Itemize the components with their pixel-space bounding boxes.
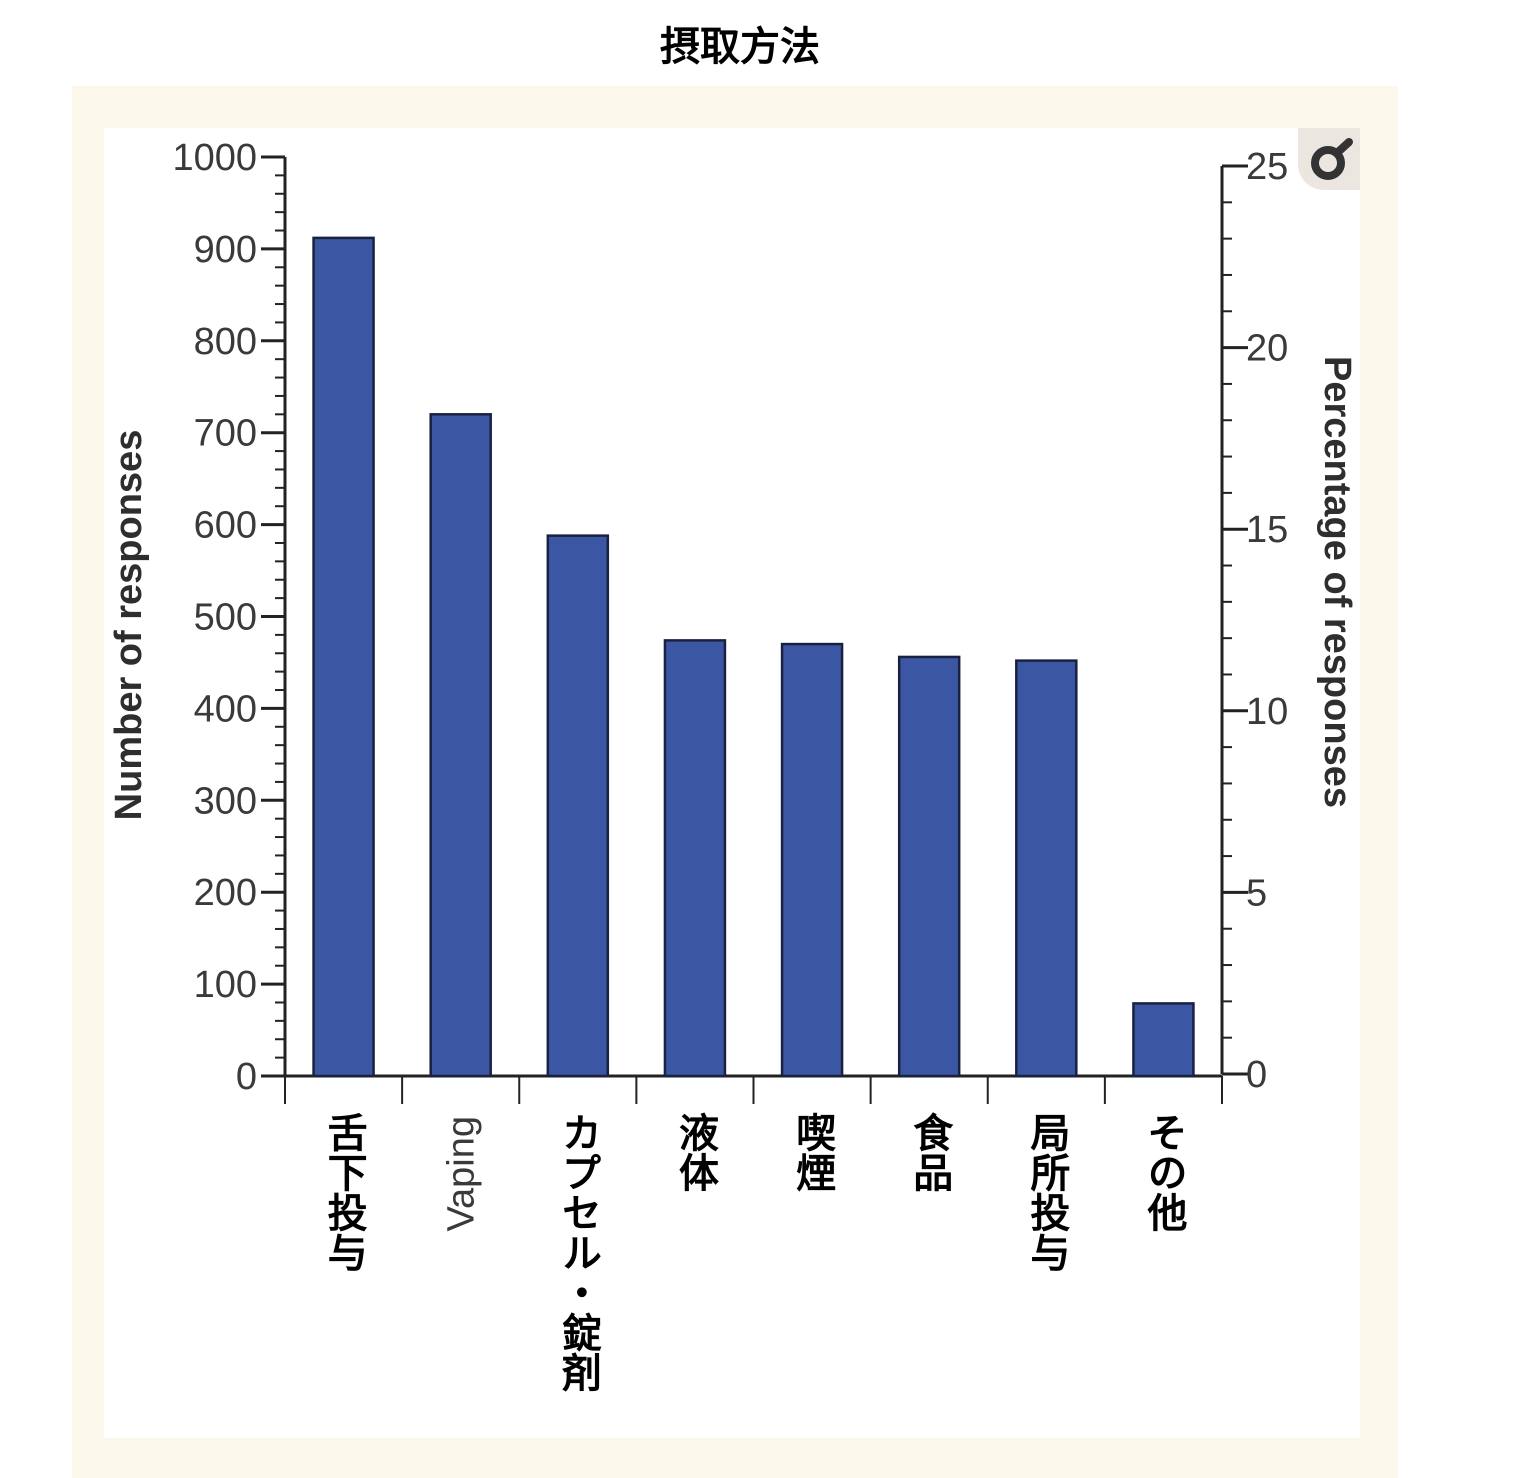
y-tick-label: 700 bbox=[194, 413, 257, 455]
y-tick-label: 500 bbox=[194, 597, 257, 639]
y2-tick-label: 25 bbox=[1246, 146, 1288, 188]
y-tick-label: 400 bbox=[194, 688, 257, 730]
zoom-icon bbox=[1311, 138, 1353, 180]
x-tick-label: Vaping bbox=[441, 1116, 483, 1232]
y2-tick-label: 5 bbox=[1246, 872, 1267, 914]
y-tick-label: 1000 bbox=[172, 137, 257, 179]
y2-axis-title: Percentage of responses bbox=[1316, 356, 1358, 808]
y-tick-label: 200 bbox=[194, 872, 257, 914]
y-tick-label: 0 bbox=[236, 1056, 257, 1098]
y2-tick-label: 20 bbox=[1246, 328, 1288, 370]
x-tick-label: 舌下投与 bbox=[321, 1112, 368, 1272]
chart-title: 摂取方法 bbox=[660, 24, 820, 70]
x-tick-label: カプセル・錠剤 bbox=[555, 1112, 602, 1393]
y-tick-label: 800 bbox=[194, 321, 257, 363]
x-tick-label: 食品 bbox=[906, 1112, 953, 1192]
bar bbox=[1015, 659, 1078, 1078]
y-tick-label: 900 bbox=[194, 229, 257, 271]
zoom-button[interactable] bbox=[1298, 128, 1360, 190]
x-tick-label: 喫煙 bbox=[789, 1112, 836, 1192]
bar bbox=[663, 639, 727, 1078]
y-tick-label: 100 bbox=[194, 964, 257, 1006]
x-tick-label: 局所投与 bbox=[1023, 1112, 1070, 1272]
y-tick-label: 600 bbox=[194, 505, 257, 547]
x-tick-label: 液体 bbox=[672, 1112, 719, 1192]
bar bbox=[897, 655, 961, 1078]
y2-tick-label: 15 bbox=[1246, 509, 1288, 551]
y-axis-title: Number of responses bbox=[108, 430, 150, 821]
y2-tick-label: 0 bbox=[1246, 1054, 1267, 1096]
bar bbox=[1132, 1002, 1195, 1078]
x-tick-label: その他 bbox=[1140, 1112, 1188, 1232]
y-tick-label: 300 bbox=[194, 780, 257, 822]
bar bbox=[429, 413, 492, 1078]
y2-tick-label: 10 bbox=[1246, 691, 1288, 733]
bar bbox=[780, 642, 844, 1078]
bar bbox=[546, 534, 610, 1078]
bar bbox=[312, 236, 375, 1078]
